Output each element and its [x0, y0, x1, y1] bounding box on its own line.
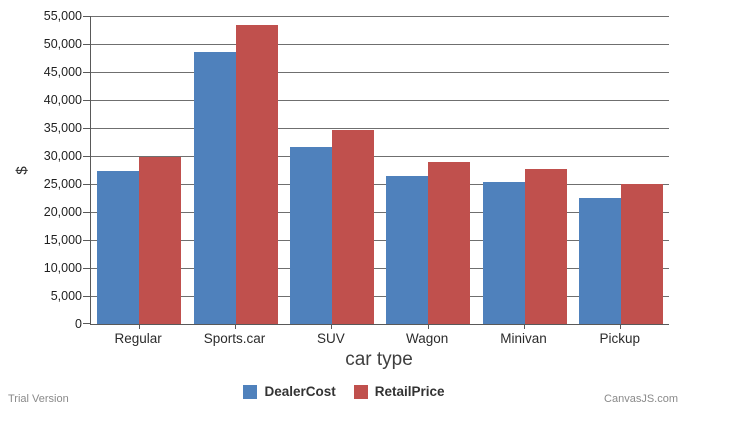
- x-axis-tick-mark: [620, 324, 622, 329]
- y-axis-tick-mark: [83, 128, 91, 129]
- gridline-20000: [91, 211, 669, 213]
- legend-swatch-retailprice: [353, 384, 368, 399]
- bar-retailprice-pickup: [620, 184, 663, 324]
- legend-label-dealercost: DealerCost: [264, 384, 336, 399]
- bar-dealercost-sports-car: [193, 52, 236, 324]
- bar-retailprice-regular: [139, 157, 182, 324]
- bar-retailprice-minivan: [524, 168, 567, 324]
- bar-retailprice-wagon: [428, 162, 471, 324]
- y-axis-tick-label-30000: 30,000: [43, 149, 82, 163]
- trial-version-label: Trial Version: [8, 393, 69, 405]
- x-axis-category-label-regular: Regular: [114, 331, 162, 346]
- legend-swatch-dealercost: [243, 384, 258, 399]
- x-axis-tick-mark: [331, 324, 333, 329]
- gridline-50000: [91, 43, 669, 45]
- y-axis-tick-label-5000: 5,000: [50, 289, 82, 303]
- y-axis-tick-mark: [83, 100, 91, 101]
- y-axis-tick-mark: [83, 156, 91, 157]
- x-axis-category-labels: Regular Sports.car SUV Wagon Minivan Pickup: [90, 331, 668, 346]
- bar-dealercost-pickup: [578, 198, 621, 324]
- bar-dealercost-regular: [97, 170, 140, 324]
- x-axis-category-label-sports-car: Sports.car: [203, 331, 266, 346]
- y-axis-tick-mark: [83, 323, 91, 324]
- legend-item-dealercost[interactable]: DealerCost: [243, 384, 336, 399]
- y-axis-tick-label-25000: 25,000: [43, 177, 82, 191]
- y-axis-tick-mark: [83, 44, 91, 45]
- x-axis-tick-mark: [427, 324, 429, 329]
- y-axis-tick-label-50000: 50,000: [43, 37, 82, 51]
- y-axis-tick-mark: [83, 16, 91, 17]
- gridline-15000: [91, 239, 669, 241]
- y-axis-tick-label-10000: 10,000: [43, 261, 82, 275]
- bar-dealercost-wagon: [386, 175, 429, 324]
- y-axis-tick-label-35000: 35,000: [43, 121, 82, 135]
- x-axis-category-label-minivan: Minivan: [500, 331, 547, 346]
- y-axis-tick-label-15000: 15,000: [43, 233, 82, 247]
- y-axis-tick-label-0: 0: [75, 317, 82, 331]
- y-axis-tick-label-40000: 40,000: [43, 93, 82, 107]
- gridline-40000: [91, 99, 669, 101]
- x-axis-tick-mark: [235, 324, 236, 329]
- plot-area: [83, 15, 669, 329]
- bar-dealercost-suv: [289, 147, 332, 324]
- y-axis-tick-mark: [83, 212, 91, 213]
- y-axis-tick-label-55000: 55,000: [43, 9, 82, 23]
- x-axis-tick-mark: [138, 324, 140, 329]
- y-axis-tick-mark: [83, 72, 91, 73]
- x-axis-category-label-wagon: Wagon: [406, 331, 449, 346]
- x-axis-tick-mark: [524, 324, 525, 329]
- y-axis-tick-mark: [83, 184, 91, 185]
- gridline-25000: [91, 183, 669, 185]
- y-axis-tick-labels: 0 5,000 10,000 15,000 20,000 25,000 30,000 35,0…: [0, 9, 82, 331]
- y-axis-tick-mark: [83, 268, 91, 269]
- y-axis-tick-label-20000: 20,000: [43, 205, 82, 219]
- gridline-30000: [91, 155, 669, 157]
- bar-retailprice-suv: [331, 129, 374, 324]
- bar-dealercost-minivan: [482, 182, 525, 324]
- gridline-55000: [91, 15, 669, 17]
- legend-label-retailprice: RetailPrice: [374, 384, 445, 399]
- legend-item-retailprice[interactable]: RetailPrice: [353, 384, 445, 399]
- y-axis-tick-mark: [83, 240, 91, 241]
- gridline-5000: [91, 295, 669, 297]
- y-axis-tick-mark: [83, 296, 91, 297]
- canvasjs-watermark-link[interactable]: CanvasJS.com: [604, 393, 678, 405]
- bar-retailprice-sports-car: [235, 24, 278, 324]
- x-axis-title: car type: [345, 349, 413, 370]
- x-axis-category-label-pickup: Pickup: [599, 331, 641, 346]
- gridline-45000: [91, 71, 669, 73]
- x-axis-category-label-suv: SUV: [316, 331, 345, 346]
- y-axis-tick-label-45000: 45,000: [43, 65, 82, 79]
- gridline-35000: [91, 127, 669, 129]
- gridline-10000: [91, 267, 669, 269]
- legend: DealerCost RetailPrice: [0, 384, 688, 399]
